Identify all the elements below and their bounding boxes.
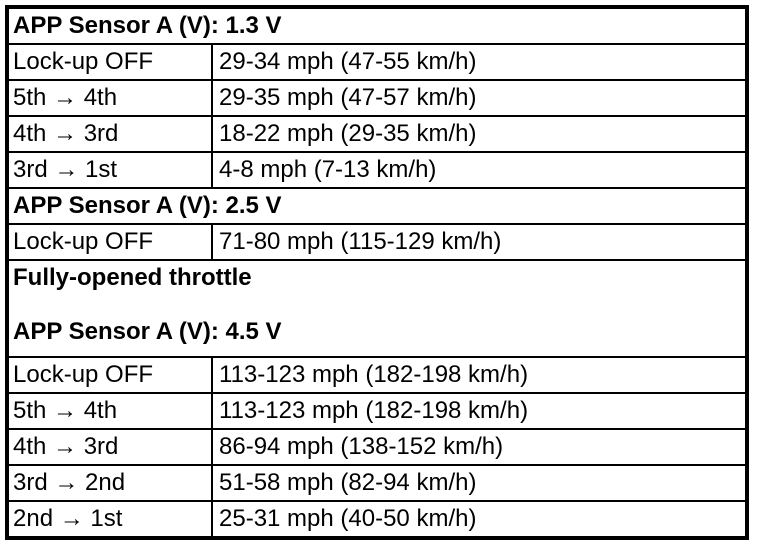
speed-range-cell: 4-8 mph (7-13 km/h) bbox=[211, 151, 748, 189]
shift-condition-cell: 3rd → 1st bbox=[6, 151, 213, 189]
shift-condition-cell: Lock-up OFF bbox=[6, 356, 213, 394]
section-header-cell: Fully-opened throttle APP Sensor A (V): … bbox=[6, 259, 748, 358]
speed-range-cell: 86-94 mph (138-152 km/h) bbox=[211, 428, 748, 466]
throttle-condition-label: Fully-opened throttle bbox=[13, 264, 252, 291]
table-row: Lock-up OFF 29-34 mph (47-55 km/h) bbox=[6, 43, 748, 81]
table-row: 5th → 4th 113-123 mph (182-198 km/h) bbox=[6, 392, 748, 430]
section-header-row: APP Sensor A (V): 1.3 V bbox=[6, 6, 748, 45]
speed-range-cell: 51-58 mph (82-94 km/h) bbox=[211, 464, 748, 502]
speed-range-cell: 25-31 mph (40-50 km/h) bbox=[211, 500, 748, 539]
shift-condition-cell: 5th → 4th bbox=[6, 79, 213, 117]
sensor-voltage-label: APP Sensor A (V): 4.5 V bbox=[13, 318, 282, 345]
table-row: 5th → 4th 29-35 mph (47-57 km/h) bbox=[6, 79, 748, 117]
speed-range-cell: 29-35 mph (47-57 km/h) bbox=[211, 79, 748, 117]
shift-condition-cell: 4th → 3rd bbox=[6, 428, 213, 466]
table-row: Lock-up OFF 113-123 mph (182-198 km/h) bbox=[6, 356, 748, 394]
shift-condition-cell: 2nd → 1st bbox=[6, 500, 213, 539]
table-row: 4th → 3rd 86-94 mph (138-152 km/h) bbox=[6, 428, 748, 466]
section-header-row: Fully-opened throttle APP Sensor A (V): … bbox=[6, 259, 748, 358]
shift-condition-cell: Lock-up OFF bbox=[6, 43, 213, 81]
speed-range-cell: 18-22 mph (29-35 km/h) bbox=[211, 115, 748, 153]
shift-speed-table: APP Sensor A (V): 1.3 V Lock-up OFF 29-3… bbox=[5, 5, 749, 540]
table-row: Lock-up OFF 71-80 mph (115-129 km/h) bbox=[6, 223, 748, 261]
shift-condition-cell: Lock-up OFF bbox=[6, 223, 213, 261]
speed-range-cell: 29-34 mph (47-55 km/h) bbox=[211, 43, 748, 81]
table-row: 3rd → 1st 4-8 mph (7-13 km/h) bbox=[6, 151, 748, 189]
shift-condition-cell: 3rd → 2nd bbox=[6, 464, 213, 502]
section-header-row: APP Sensor A (V): 2.5 V bbox=[6, 187, 748, 225]
section-header-cell: APP Sensor A (V): 1.3 V bbox=[6, 6, 748, 45]
shift-condition-cell: 4th → 3rd bbox=[6, 115, 213, 153]
speed-range-cell: 113-123 mph (182-198 km/h) bbox=[211, 356, 748, 394]
shift-condition-cell: 5th → 4th bbox=[6, 392, 213, 430]
table-row: 3rd → 2nd 51-58 mph (82-94 km/h) bbox=[6, 464, 748, 502]
speed-range-cell: 71-80 mph (115-129 km/h) bbox=[211, 223, 748, 261]
table-row: 4th → 3rd 18-22 mph (29-35 km/h) bbox=[6, 115, 748, 153]
speed-range-cell: 113-123 mph (182-198 km/h) bbox=[211, 392, 748, 430]
section-header-cell: APP Sensor A (V): 2.5 V bbox=[6, 187, 748, 225]
table-row: 2nd → 1st 25-31 mph (40-50 km/h) bbox=[6, 500, 748, 539]
